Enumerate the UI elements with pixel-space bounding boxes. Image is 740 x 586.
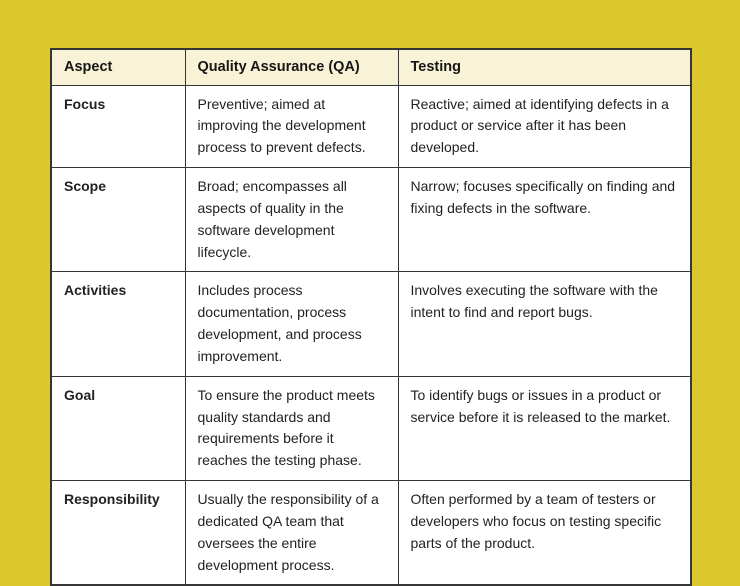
testing-cell: Narrow; focuses specifically on finding … (397, 167, 692, 273)
table-header-row: Aspect Quality Assurance (QA) Testing (50, 48, 692, 86)
testing-cell: Often performed by a team of testers or … (397, 480, 692, 586)
qa-cell: To ensure the product meets quality stan… (184, 375, 399, 482)
comparison-table: Aspect Quality Assurance (QA) Testing Fo… (50, 48, 692, 586)
qa-cell: Broad; encompasses all aspects of qualit… (184, 167, 399, 273)
qa-cell: Preventive; aimed at improving the devel… (184, 84, 399, 169)
qa-cell: Usually the responsibility of a dedicate… (184, 480, 399, 586)
testing-cell: Reactive; aimed at identifying defects i… (397, 84, 692, 169)
column-header-testing: Testing (397, 48, 692, 86)
aspect-label: Responsibility (50, 480, 186, 586)
qa-vs-testing-comparison-table: Aspect Quality Assurance (QA) Testing Fo… (50, 48, 692, 586)
aspect-label: Scope (50, 167, 186, 273)
aspect-label: Activities (50, 271, 186, 377)
testing-cell: To identify bugs or issues in a product … (397, 375, 692, 482)
page-background: { "colors": { "page_background": "#dcc72… (50, 48, 692, 586)
testing-cell: Involves executing the software with the… (397, 271, 692, 377)
table-row-goal: Goal To ensure the product meets quality… (50, 375, 692, 482)
column-header-aspect: Aspect (50, 48, 186, 86)
aspect-label: Focus (50, 84, 186, 169)
table-row-responsibility: Responsibility Usually the responsibilit… (50, 480, 692, 586)
table-row-focus: Focus Preventive; aimed at improving the… (50, 84, 692, 169)
table-row-scope: Scope Broad; encompasses all aspects of … (50, 167, 692, 273)
qa-cell: Includes process documentation, process … (184, 271, 399, 377)
table-row-activities: Activities Includes process documentatio… (50, 271, 692, 377)
aspect-label: Goal (50, 375, 186, 482)
column-header-qa: Quality Assurance (QA) (184, 48, 399, 86)
